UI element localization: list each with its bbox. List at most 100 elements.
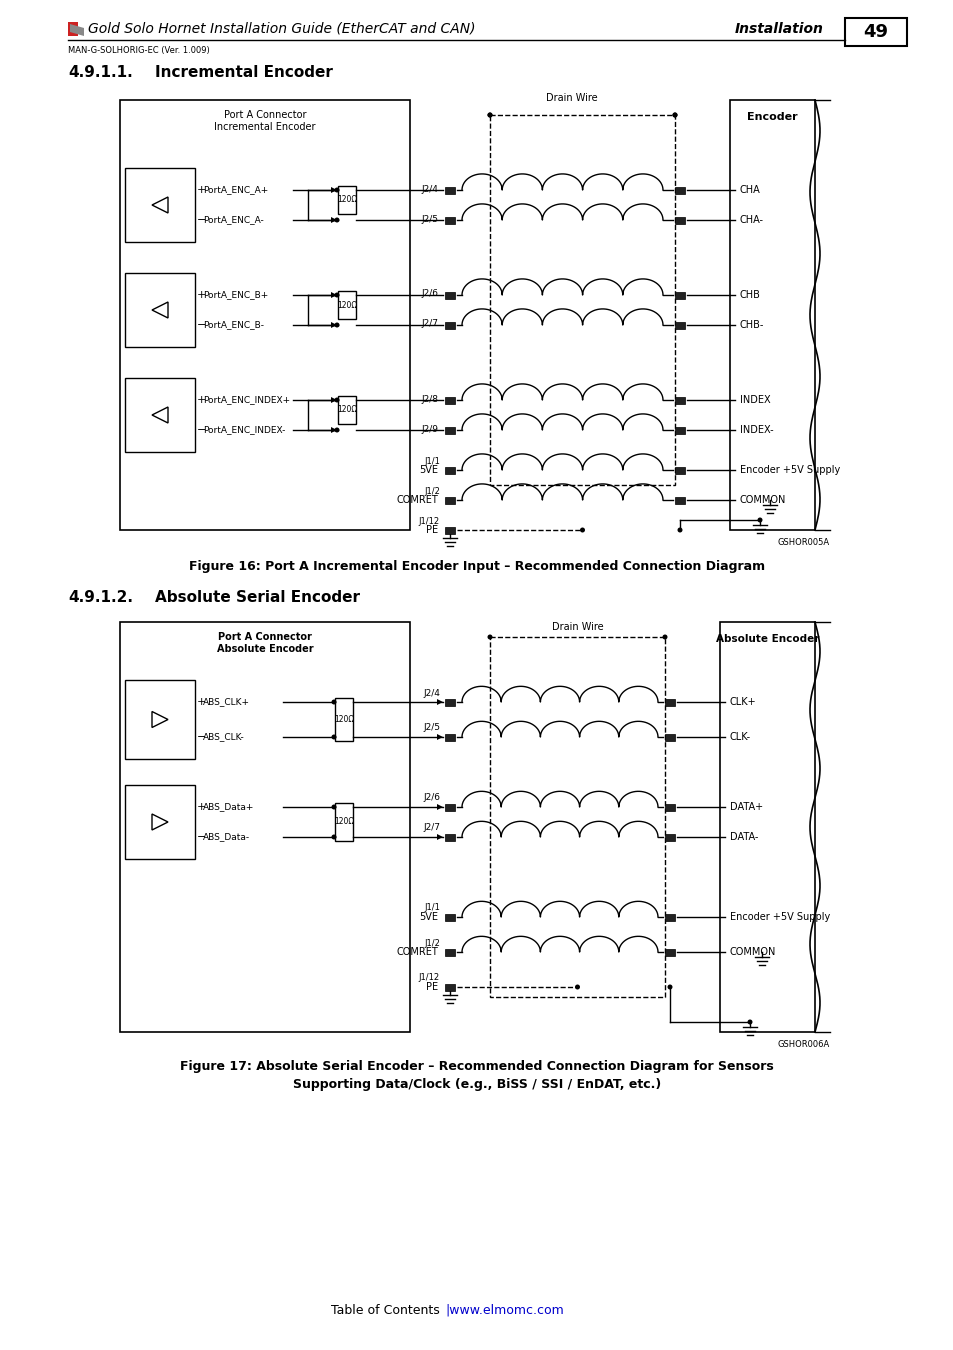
Text: 5VE: 5VE <box>418 913 437 922</box>
Text: Absolute Encoder: Absolute Encoder <box>715 634 819 644</box>
Text: ABS_CLK+: ABS_CLK+ <box>203 698 250 706</box>
Bar <box>444 526 455 533</box>
Circle shape <box>335 428 339 432</box>
Text: PortA_ENC_B+: PortA_ENC_B+ <box>203 290 268 300</box>
Text: −: − <box>196 832 206 842</box>
Bar <box>335 698 353 741</box>
Text: +: + <box>196 802 206 811</box>
Bar <box>125 680 194 759</box>
Circle shape <box>575 984 579 990</box>
Bar <box>337 292 355 319</box>
Bar <box>337 186 355 215</box>
Bar <box>729 100 814 531</box>
Text: INDEX: INDEX <box>740 396 770 405</box>
Text: J2/4: J2/4 <box>420 185 437 193</box>
Bar <box>444 698 455 706</box>
Polygon shape <box>331 397 336 404</box>
Text: Absolute Encoder: Absolute Encoder <box>216 644 313 653</box>
Text: Table of Contents: Table of Contents <box>331 1304 439 1316</box>
Bar <box>664 949 675 956</box>
Bar <box>844 18 906 46</box>
Text: Figure 17: Absolute Serial Encoder – Recommended Connection Diagram for Sensors: Figure 17: Absolute Serial Encoder – Rec… <box>180 1060 773 1073</box>
Polygon shape <box>152 406 168 423</box>
Text: PortA_ENC_A+: PortA_ENC_A+ <box>203 185 268 194</box>
Polygon shape <box>152 302 168 319</box>
Bar <box>125 784 194 859</box>
Text: DATA-: DATA- <box>729 832 758 842</box>
Text: Port A Connector: Port A Connector <box>224 109 306 120</box>
Polygon shape <box>436 734 442 740</box>
Text: PortA_ENC_B-: PortA_ENC_B- <box>203 320 264 329</box>
Text: Incremental Encoder: Incremental Encoder <box>214 122 315 132</box>
Text: ABS_CLK-: ABS_CLK- <box>203 733 245 741</box>
Circle shape <box>672 112 677 117</box>
Text: CHB-: CHB- <box>740 320 763 329</box>
Text: Gold Solo Hornet Installation Guide (EtherCAT and CAN): Gold Solo Hornet Installation Guide (Eth… <box>88 22 475 36</box>
Circle shape <box>331 734 336 740</box>
Text: PortA_ENC_INDEX-: PortA_ENC_INDEX- <box>203 425 285 435</box>
Text: CHB: CHB <box>740 290 760 300</box>
Polygon shape <box>436 805 442 810</box>
Text: 4.9.1.1.: 4.9.1.1. <box>68 65 132 80</box>
Text: J1/12: J1/12 <box>418 973 439 983</box>
Text: J1/2: J1/2 <box>424 486 439 495</box>
Text: Port A Connector: Port A Connector <box>218 632 312 643</box>
Bar <box>675 186 684 193</box>
Bar <box>125 167 194 242</box>
Bar <box>337 396 355 424</box>
Text: Installation: Installation <box>734 22 823 36</box>
Polygon shape <box>152 197 168 213</box>
Text: CLK+: CLK+ <box>729 697 756 707</box>
Bar <box>444 397 455 404</box>
Circle shape <box>579 528 584 532</box>
Circle shape <box>335 217 339 223</box>
Bar <box>444 427 455 433</box>
Text: MAN-G-SOLHORIG-EC (Ver. 1.009): MAN-G-SOLHORIG-EC (Ver. 1.009) <box>68 46 210 55</box>
Circle shape <box>677 528 681 532</box>
Bar <box>68 22 78 36</box>
Bar <box>664 733 675 741</box>
Bar <box>664 833 675 841</box>
Polygon shape <box>331 323 336 328</box>
Bar <box>490 637 664 998</box>
Bar <box>675 427 684 433</box>
Text: J2/5: J2/5 <box>420 215 437 224</box>
Text: Figure 16: Port A Incremental Encoder Input – Recommended Connection Diagram: Figure 16: Port A Incremental Encoder In… <box>189 560 764 572</box>
Bar <box>675 321 684 328</box>
Bar <box>444 949 455 956</box>
Text: Supporting Data/Clock (e.g., BiSS / SSI / EnDAT, etc.): Supporting Data/Clock (e.g., BiSS / SSI … <box>293 1079 660 1091</box>
Circle shape <box>661 634 667 640</box>
Text: Encoder: Encoder <box>746 112 797 122</box>
Text: COMRET: COMRET <box>395 946 437 957</box>
Text: 4.9.1.2.: 4.9.1.2. <box>68 590 132 605</box>
Circle shape <box>335 293 339 297</box>
Polygon shape <box>70 24 84 36</box>
Bar <box>675 497 684 504</box>
Text: −: − <box>196 732 206 742</box>
Text: −: − <box>196 425 206 435</box>
Text: 5VE: 5VE <box>418 464 437 475</box>
Circle shape <box>747 1019 752 1025</box>
Bar <box>444 733 455 741</box>
Text: 120Ω: 120Ω <box>334 818 354 826</box>
Circle shape <box>487 112 492 117</box>
Circle shape <box>331 834 336 840</box>
Text: PE: PE <box>425 981 437 992</box>
Bar <box>664 914 675 921</box>
Bar <box>335 803 353 841</box>
Polygon shape <box>331 292 336 298</box>
Text: 120Ω: 120Ω <box>336 196 356 204</box>
Text: PE: PE <box>425 525 437 535</box>
Circle shape <box>331 805 336 810</box>
Text: 120Ω: 120Ω <box>336 301 356 309</box>
Bar <box>444 833 455 841</box>
Text: Absolute Serial Encoder: Absolute Serial Encoder <box>154 590 359 605</box>
Text: J2/5: J2/5 <box>422 724 439 733</box>
Circle shape <box>667 984 672 990</box>
Text: COMRET: COMRET <box>395 495 437 505</box>
Polygon shape <box>152 814 168 830</box>
Bar <box>720 622 814 1031</box>
Polygon shape <box>152 711 168 728</box>
Text: CLK-: CLK- <box>729 732 750 742</box>
Polygon shape <box>436 834 442 840</box>
